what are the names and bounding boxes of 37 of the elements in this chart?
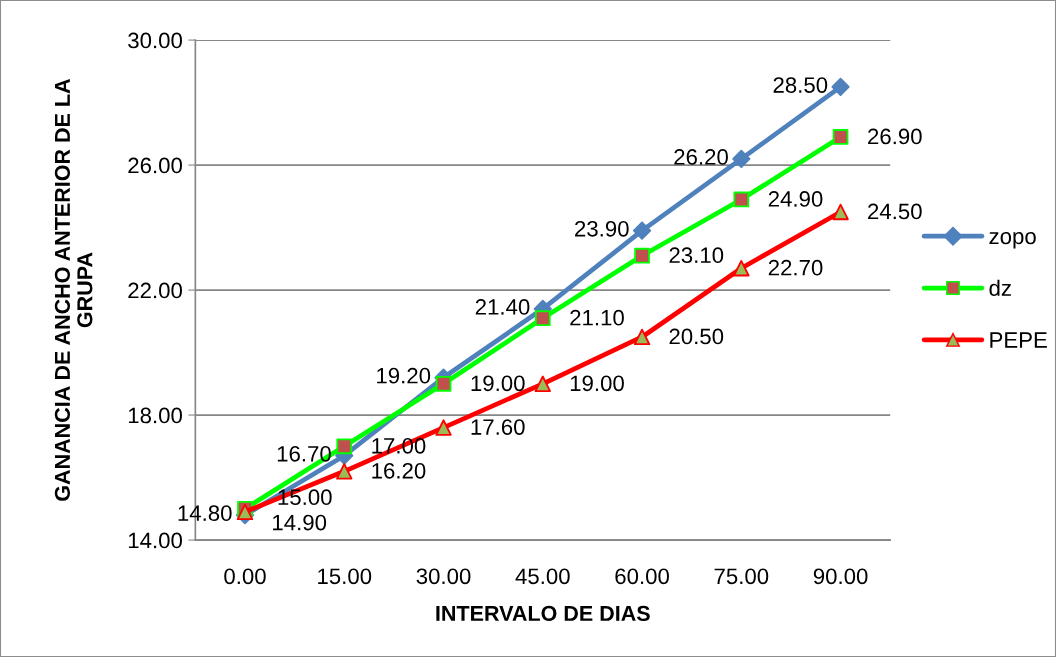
data-label: 21.10	[570, 309, 624, 326]
data-label: 16.20	[372, 462, 426, 479]
legend-label: dz	[989, 279, 1011, 297]
y-tick-label: 14.00	[128, 532, 182, 549]
data-label: 16.70	[277, 445, 331, 462]
data-label: 19.00	[570, 375, 624, 392]
data-label: 23.10	[669, 247, 724, 264]
y-tick-label: 18.00	[128, 407, 182, 424]
data-label: 14.90	[273, 514, 327, 531]
data-label: 26.90	[868, 128, 922, 145]
data-label: 19.20	[377, 367, 431, 384]
x-tick-label: 30.00	[416, 568, 471, 585]
legend-label: PEPE	[990, 332, 1047, 348]
data-label: 24.50	[868, 203, 922, 220]
y-tick-label: 22.00	[128, 282, 182, 299]
x-tick-label: 45.00	[515, 568, 570, 585]
data-label: 26.20	[674, 149, 728, 165]
x-tick-label: 75.00	[714, 568, 769, 585]
y-tick-label: 30.00	[128, 32, 182, 49]
x-tick-label: 90.00	[813, 568, 868, 585]
data-label: 15.00	[278, 489, 332, 506]
data-label: 22.70	[768, 259, 823, 276]
legend-label: zopo	[989, 232, 1036, 249]
y-axis-title: GANANCIA DE ANCHO ANTERIOR DE LA GRUPA	[54, 78, 93, 501]
x-tick-label: 60.00	[615, 568, 669, 585]
x-tick-label: 0.00	[224, 568, 266, 585]
data-label: 23.90	[575, 220, 629, 237]
data-label: 28.50	[773, 77, 828, 93]
x-axis-title: INTERVALO DE DIAS	[436, 605, 650, 622]
data-label: 21.40	[475, 299, 530, 315]
data-label: 20.50	[669, 328, 724, 345]
data-label: 24.90	[768, 191, 823, 207]
data-label: 17.60	[471, 419, 525, 435]
y-tick-label: 26.00	[128, 157, 182, 174]
data-label: 19.00	[471, 375, 525, 392]
x-tick-label: 15.00	[318, 568, 372, 585]
data-label: 14.80	[178, 505, 232, 522]
